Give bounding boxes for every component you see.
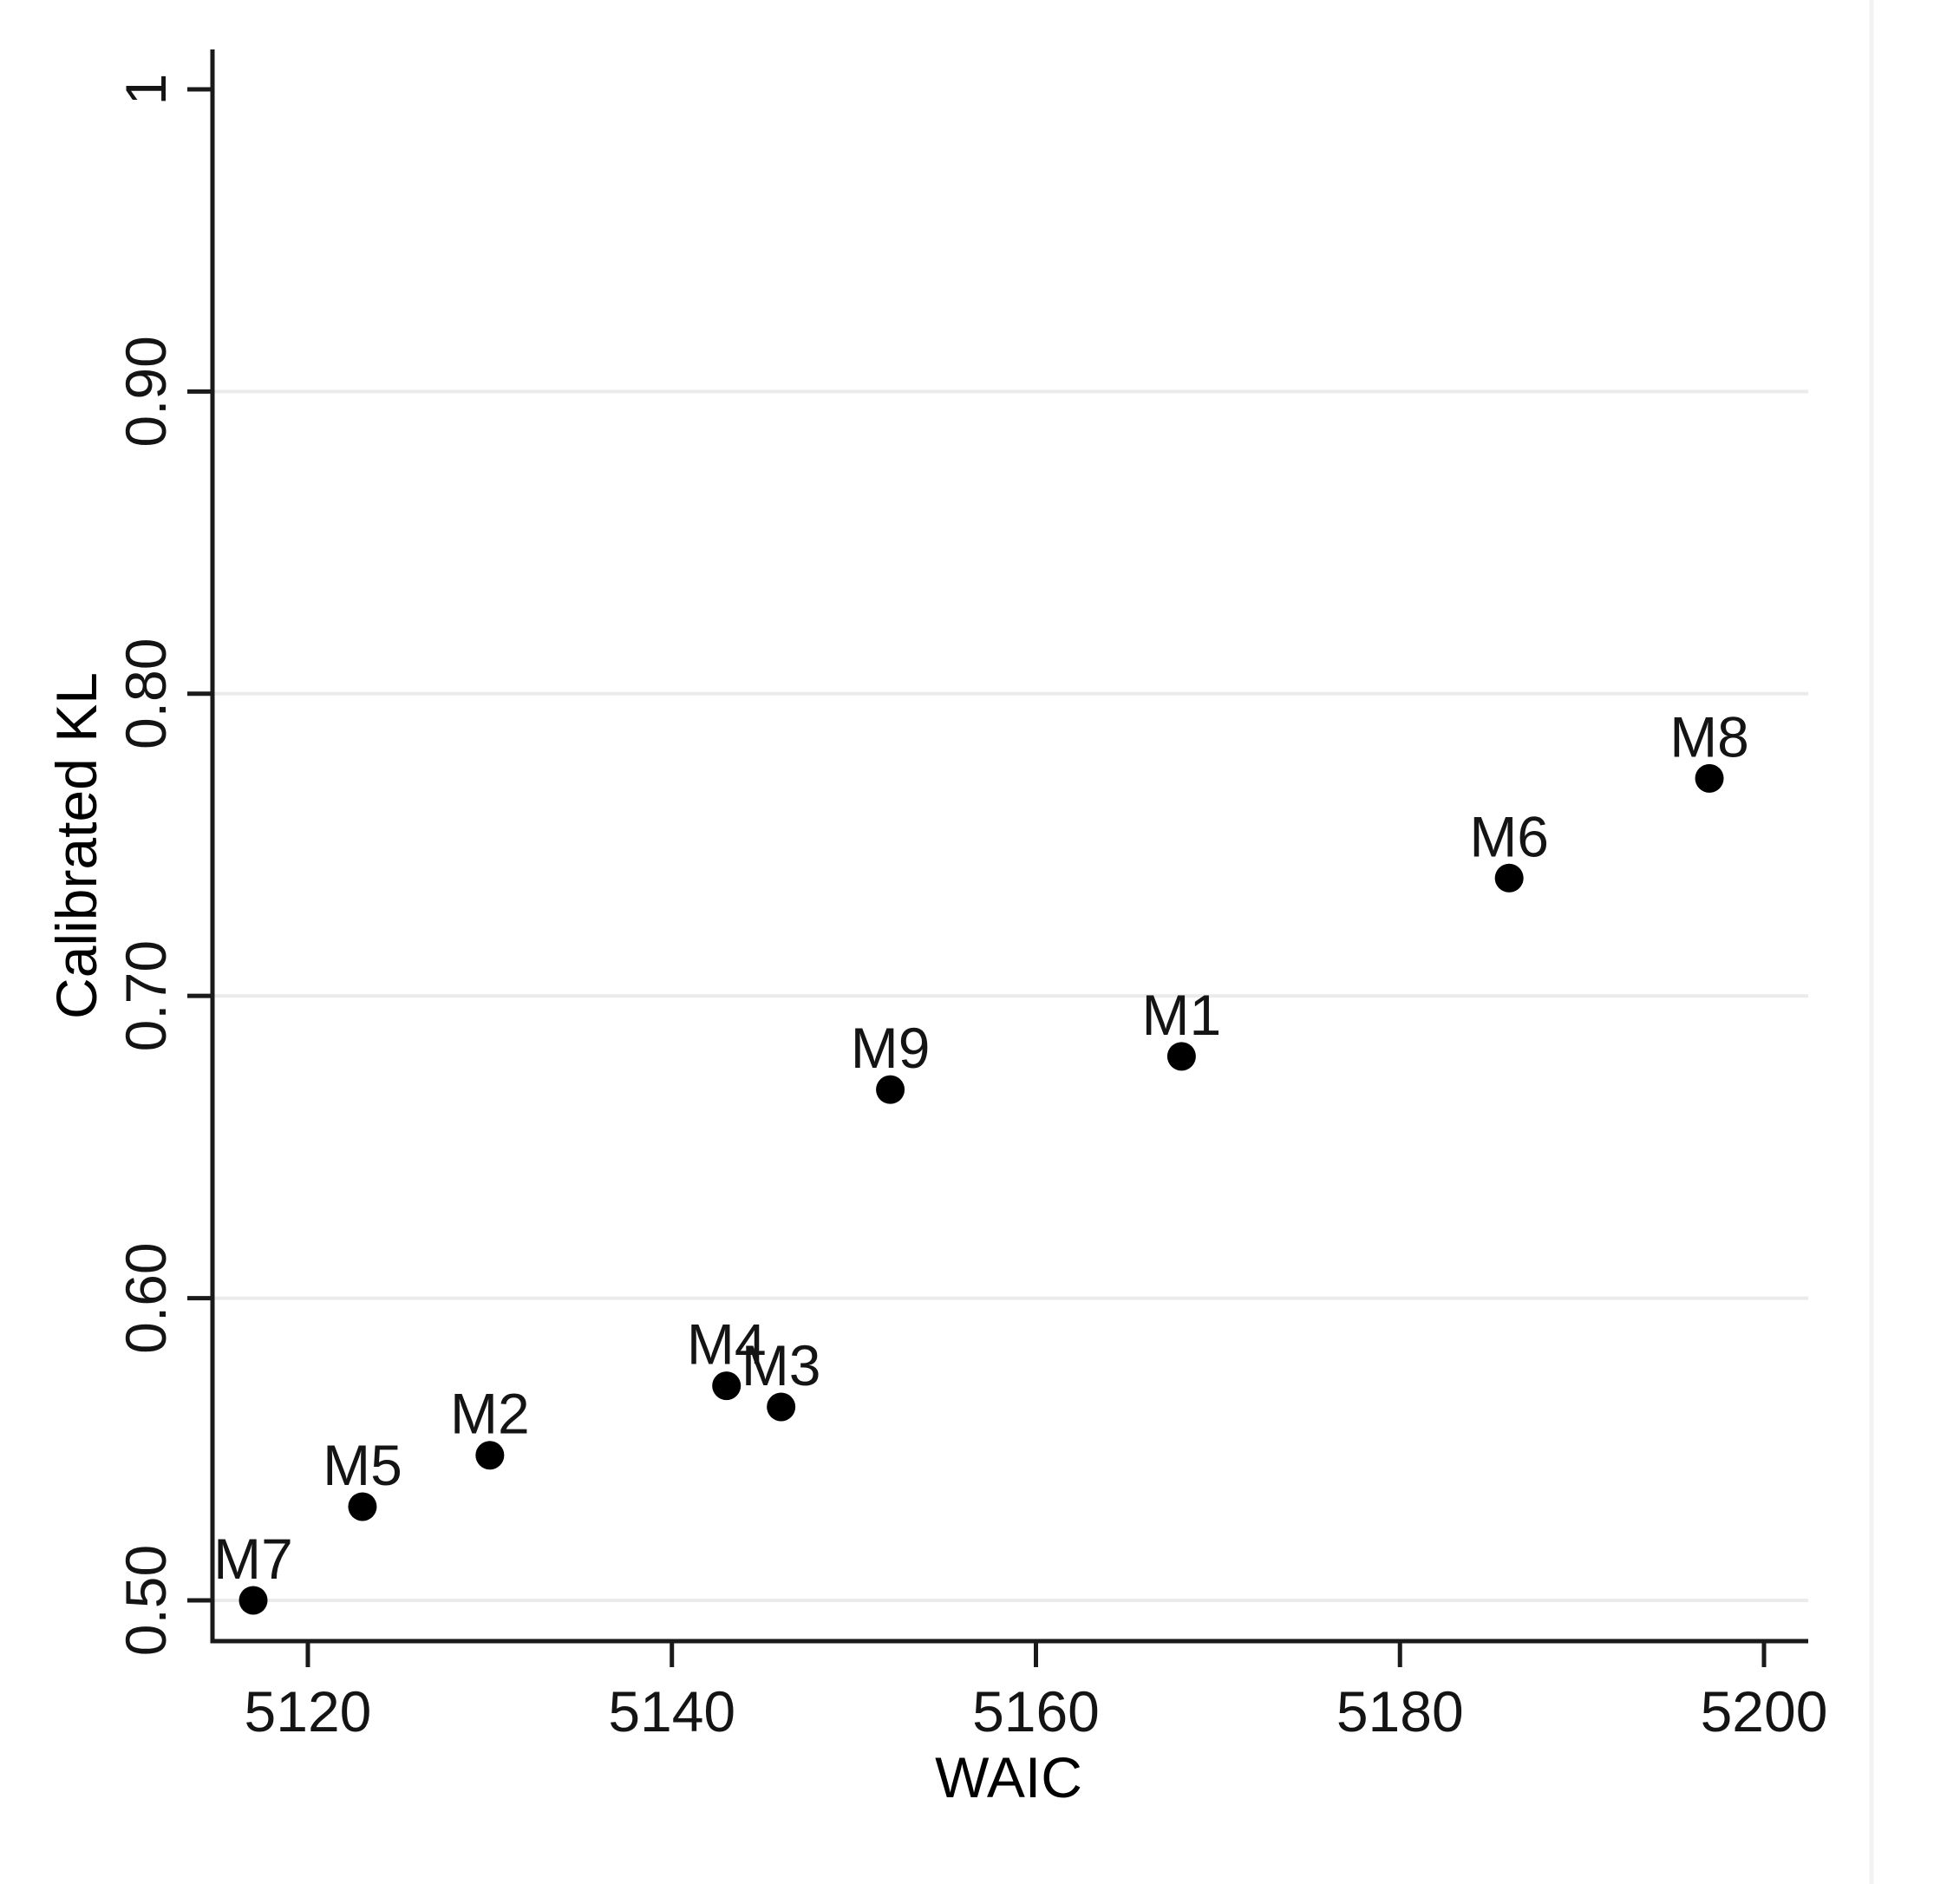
y-tick-label: 0.70 — [114, 940, 178, 1051]
x-axis-title: WAIC — [935, 1745, 1082, 1809]
data-point-label: M6 — [1469, 804, 1549, 868]
data-point-label: M1 — [1142, 983, 1222, 1047]
data-point-label: M8 — [1669, 704, 1749, 769]
data-point-dot — [712, 1371, 742, 1401]
y-tick-label: 0.60 — [114, 1242, 178, 1353]
x-tick-label: 5160 — [972, 1679, 1100, 1743]
x-tick-label: 5140 — [608, 1679, 735, 1743]
x-tick-label: 5200 — [1701, 1679, 1828, 1743]
y-tick-label: 1 — [114, 74, 178, 106]
y-tick-label: 0.80 — [114, 638, 178, 749]
y-tick-label: 0.50 — [114, 1545, 178, 1656]
data-point-label: M7 — [213, 1527, 293, 1591]
data-point-dot — [1695, 763, 1724, 793]
data-point-dot — [1494, 863, 1524, 893]
data-point-label: M3 — [742, 1333, 821, 1397]
data-point-dot — [767, 1392, 796, 1422]
data-point-dot — [876, 1075, 905, 1104]
data-point-label: M4 — [687, 1312, 767, 1377]
y-tick-label: 0.90 — [114, 336, 178, 447]
y-axis-title: Calibrated KL — [44, 672, 108, 1019]
x-tick-label: 5120 — [245, 1679, 372, 1743]
data-point-dot — [1166, 1042, 1196, 1071]
data-point-label: M9 — [851, 1016, 931, 1080]
data-point-label: M2 — [450, 1382, 530, 1446]
data-point-dot — [238, 1586, 268, 1615]
data-point-label: M5 — [323, 1433, 402, 1497]
data-point-dot — [348, 1492, 377, 1521]
x-tick-label: 5180 — [1336, 1679, 1464, 1743]
data-point-dot — [475, 1441, 505, 1470]
